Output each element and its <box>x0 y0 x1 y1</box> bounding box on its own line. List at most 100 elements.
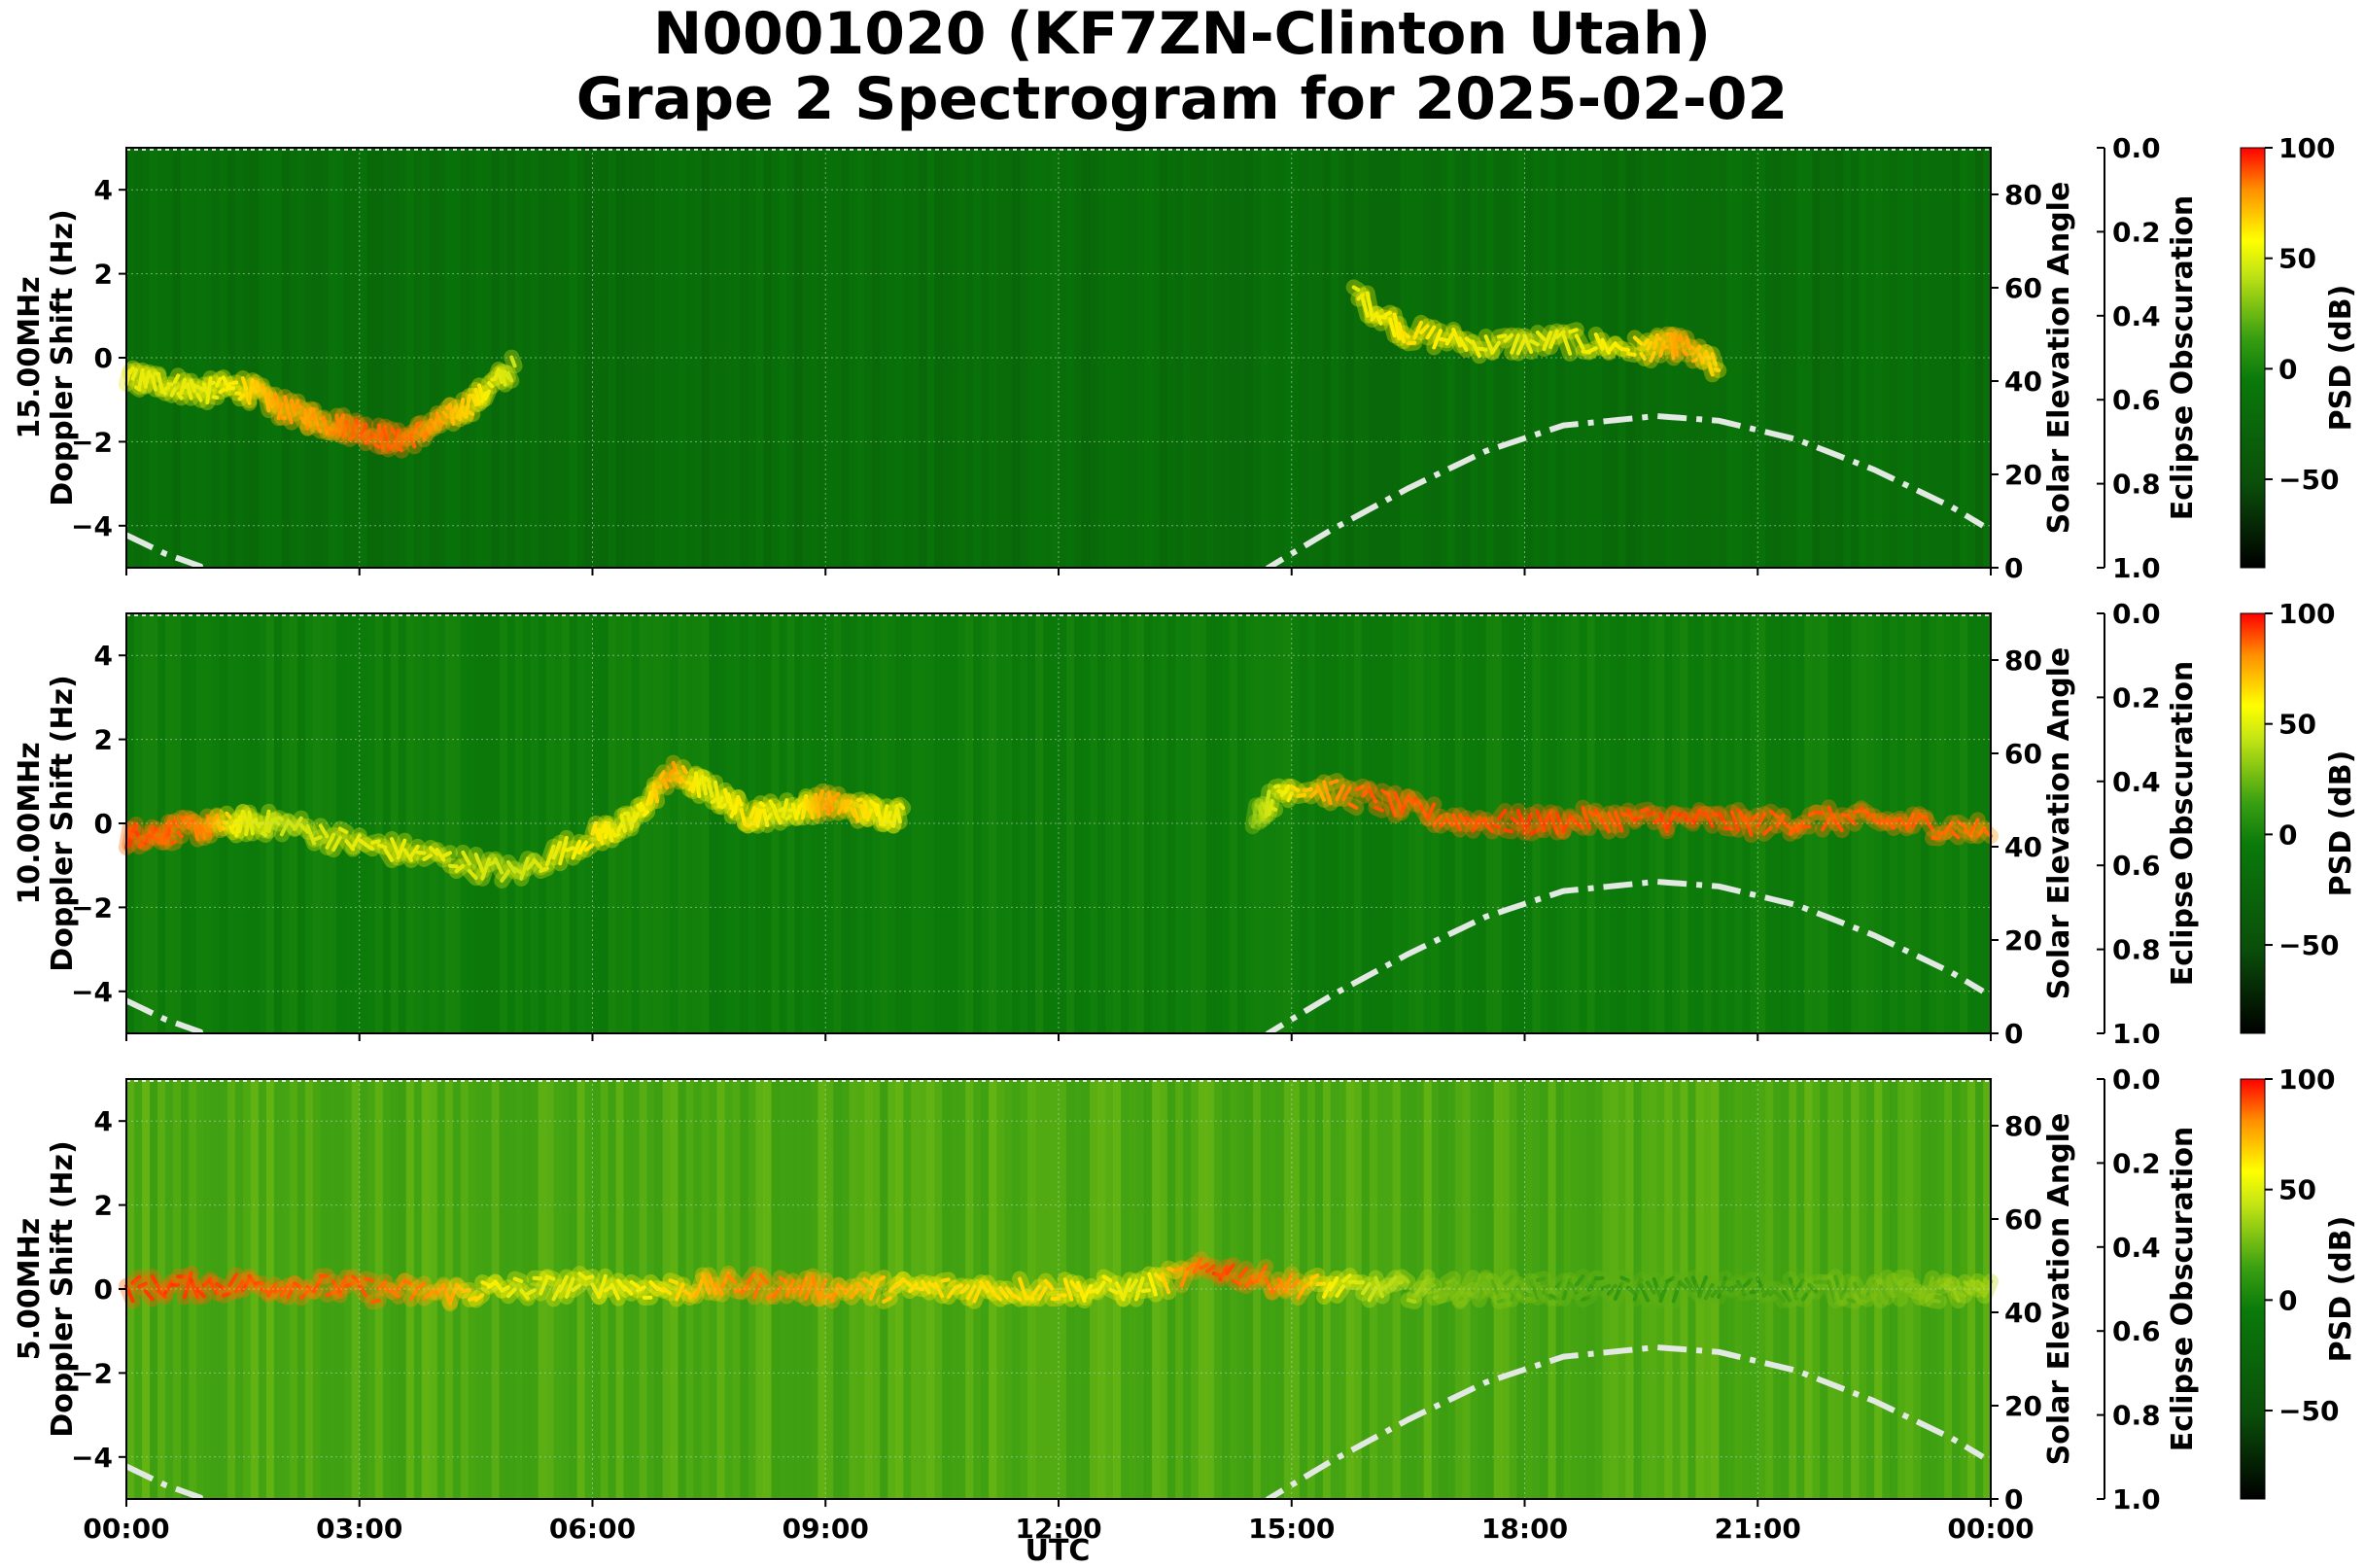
eclipse-tick-label: 1.0 <box>2112 552 2161 584</box>
x-tick-label: 15:00 <box>1248 1513 1335 1545</box>
colorbar-tick-label: 50 <box>2278 709 2316 741</box>
x-axis: 00:00 03:00 06:00 09:00 12:00 15:00 18:00 21:00… <box>83 1513 2034 1545</box>
y-axis-label-frequency: 5.00MHz <box>13 1218 47 1360</box>
solar-elevation-curve <box>126 997 204 1033</box>
solar-elevation-axis-label: Solar Elevation Angle <box>2042 647 2076 1000</box>
doppler-trace <box>119 279 1727 459</box>
y-axis-label-doppler: Doppler Shift (Hz) <box>46 675 80 971</box>
panel-10-00MHz: 420−2−410.00MHz Doppler Shift (Hz)8060402… <box>13 598 2358 1050</box>
y-tick-label: 4 <box>94 174 113 206</box>
colorbar-tick-label: 0 <box>2278 1284 2297 1316</box>
solar-elevation-curve <box>126 1463 204 1499</box>
doppler-trace <box>119 754 1999 889</box>
solar-elevation-tick-label: 80 <box>2004 1110 2042 1142</box>
eclipse-tick-label: 0.4 <box>2112 766 2161 798</box>
eclipse-tick-label: 0.6 <box>2112 850 2161 882</box>
colorbar-tick-label: 50 <box>2278 1174 2316 1206</box>
eclipse-tick-label: 0.8 <box>2112 934 2161 966</box>
eclipse-tick-label: 0.2 <box>2112 216 2161 248</box>
y-tick-label: −4 <box>71 1442 113 1474</box>
y-tick-label: 2 <box>94 259 113 291</box>
panel-5-00MHz: 420−2−45.00MHz Doppler Shift (Hz)80604020… <box>13 1063 2358 1516</box>
colorbar-tick-label: −50 <box>2278 929 2339 961</box>
eclipse-axis-label: Eclipse Obscuration <box>2166 1127 2200 1452</box>
eclipse-tick-label: 0.4 <box>2112 300 2161 332</box>
y-tick-label: −2 <box>71 1357 113 1389</box>
solar-elevation-tick-label: 60 <box>2004 738 2042 770</box>
colorbar-label: PSD (dB) <box>2324 750 2358 897</box>
x-axis-label: UTC <box>1026 1534 1091 1568</box>
x-tick-label: 18:00 <box>1481 1513 1568 1545</box>
colorbar-tick-label: 100 <box>2278 598 2335 630</box>
colorbar-tick-label: 100 <box>2278 1063 2335 1096</box>
figure-title-line2: Grape 2 Spectrogram for 2025-02-02 <box>576 65 1788 133</box>
solar-elevation-curve <box>1264 1343 1985 1499</box>
y-axis-label-frequency: 15.00MHz <box>13 276 47 438</box>
solar-elevation-tick-label: 40 <box>2004 831 2042 863</box>
grid <box>126 613 1991 1033</box>
eclipse-tick-label: 0.2 <box>2112 1147 2161 1179</box>
solar-elevation-tick-label: 40 <box>2004 366 2042 398</box>
y-tick-label: −2 <box>71 426 113 458</box>
x-tick-label: 03:00 <box>316 1513 402 1545</box>
colorbar-tick-label: 50 <box>2278 243 2316 275</box>
solar-elevation-curve <box>1264 878 1985 1033</box>
y-tick-label: 4 <box>94 640 113 672</box>
solar-elevation-tick-label: 80 <box>2004 179 2042 211</box>
y-tick-label: −4 <box>71 976 113 1008</box>
grid <box>126 148 1991 568</box>
solar-elevation-tick-label: 20 <box>2004 924 2042 957</box>
panel-15-00MHz: 420−2−415.00MHz Doppler Shift (Hz)8060402… <box>13 132 2358 584</box>
eclipse-axis-label: Eclipse Obscuration <box>2166 195 2200 521</box>
eclipse-axis-label: Eclipse Obscuration <box>2166 661 2200 987</box>
x-tick-label: 06:00 <box>549 1513 636 1545</box>
solar-elevation-tick-label: 0 <box>2004 552 2023 584</box>
solar-elevation-axis-label: Solar Elevation Angle <box>2042 182 2076 535</box>
y-tick-label: 0 <box>94 1273 113 1306</box>
y-tick-label: −4 <box>71 510 113 542</box>
eclipse-tick-label: 0.0 <box>2112 132 2161 164</box>
x-tick-label: 21:00 <box>1715 1513 1801 1545</box>
x-tick-label: 00:00 <box>1947 1513 2034 1545</box>
solar-elevation-curve <box>1264 412 1985 568</box>
solar-elevation-tick-label: 0 <box>2004 1483 2023 1516</box>
colorbar-tick-label: 0 <box>2278 353 2297 385</box>
figure-title-line1: N0001020 (KF7ZN-Clinton Utah) <box>653 0 1711 68</box>
eclipse-tick-label: 1.0 <box>2112 1018 2161 1050</box>
y-tick-label: 0 <box>94 342 113 374</box>
solar-elevation-tick-label: 40 <box>2004 1297 2042 1329</box>
eclipse-tick-label: 0.2 <box>2112 681 2161 714</box>
y-axis-label-frequency: 10.00MHz <box>13 742 47 904</box>
y-axis-label-doppler: Doppler Shift (Hz) <box>46 1140 80 1437</box>
solar-elevation-tick-label: 0 <box>2004 1018 2023 1050</box>
y-tick-label: −2 <box>71 891 113 923</box>
x-tick-label: 00:00 <box>83 1513 169 1545</box>
eclipse-tick-label: 0.4 <box>2112 1232 2161 1264</box>
eclipse-tick-label: 0.6 <box>2112 1315 2161 1347</box>
eclipse-tick-label: 0.8 <box>2112 1400 2161 1432</box>
x-tick-label: 12:00 <box>1015 1513 1101 1545</box>
y-tick-label: 2 <box>94 1190 113 1222</box>
y-tick-label: 0 <box>94 808 113 840</box>
solar-elevation-axis-label: Solar Elevation Angle <box>2042 1113 2076 1466</box>
doppler-trace <box>119 1251 1999 1312</box>
grid <box>126 1079 1991 1499</box>
colorbar-tick-label: 100 <box>2278 132 2335 164</box>
solar-elevation-tick-label: 60 <box>2004 1203 2042 1236</box>
y-tick-label: 4 <box>94 1105 113 1137</box>
colorbar-tick-label: −50 <box>2278 464 2339 496</box>
colorbar <box>2240 1078 2266 1500</box>
solar-elevation-tick-label: 80 <box>2004 645 2042 677</box>
eclipse-tick-label: 0.0 <box>2112 1063 2161 1096</box>
x-tick-label: 09:00 <box>783 1513 869 1545</box>
y-tick-label: 2 <box>94 724 113 756</box>
solar-elevation-tick-label: 20 <box>2004 1390 2042 1422</box>
eclipse-tick-label: 0.8 <box>2112 469 2161 501</box>
eclipse-tick-label: 0.0 <box>2112 598 2161 630</box>
solar-elevation-curve <box>126 532 204 568</box>
colorbar <box>2240 147 2266 569</box>
eclipse-tick-label: 1.0 <box>2112 1483 2161 1516</box>
solar-elevation-tick-label: 60 <box>2004 272 2042 304</box>
colorbar-tick-label: 0 <box>2278 819 2297 851</box>
